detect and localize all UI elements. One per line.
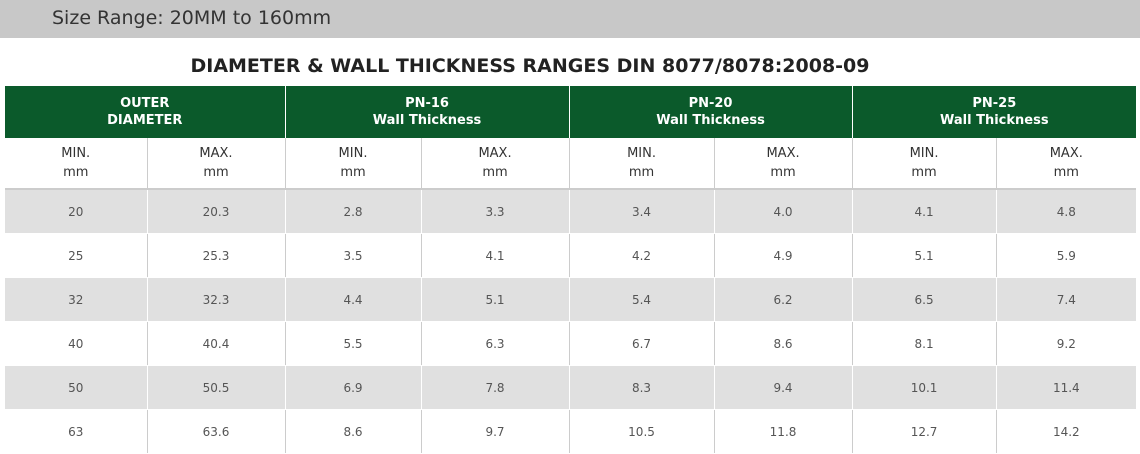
header-line: MIN. <box>338 146 368 161</box>
table-cell: 11.4 <box>995 365 1137 410</box>
table-cell: 11.8 <box>713 409 853 454</box>
table-cell: 7.4 <box>995 277 1137 322</box>
table-row: 25 25.3 3.5 4.1 4.2 4.9 5.1 5.9 <box>5 233 1137 278</box>
column-header: MIN. mm <box>5 138 147 190</box>
table-cell: 4.2 <box>568 233 715 278</box>
table-cell: 3.4 <box>568 189 715 234</box>
table-cell: 8.1 <box>851 321 997 366</box>
header-line: MAX. <box>478 146 512 161</box>
table-cell: 10.5 <box>568 409 715 454</box>
table-cell: 40.4 <box>146 321 286 366</box>
header-line: OUTER <box>120 96 170 111</box>
header-line: PN-16 <box>405 96 449 111</box>
data-table: OUTER DIAMETER PN-16 Wall Thickness PN-20 Wal… <box>5 86 1137 454</box>
table-cell: 63.6 <box>146 409 286 454</box>
table-cell: 9.4 <box>713 365 853 410</box>
column-header: MIN. mm <box>851 138 997 190</box>
table-cell: 6.3 <box>420 321 570 366</box>
header-line: MAX. <box>766 146 800 161</box>
group-header-row: OUTER DIAMETER PN-16 Wall Thickness PN-20 Wal… <box>5 86 1137 138</box>
table-cell: 12.7 <box>851 409 997 454</box>
header-text: Size Range: 20MM to 160mm <box>52 7 332 29</box>
column-header: MAX. mm <box>146 138 286 190</box>
header-bar: Size Range: 20MM to 160mm <box>0 0 1140 38</box>
table-cell: 5.9 <box>995 233 1137 278</box>
table-cell: 63 <box>5 409 147 454</box>
table-cell: 5.5 <box>284 321 422 366</box>
group-header: PN-20 Wall Thickness <box>568 86 853 138</box>
table-cell: 4.8 <box>995 189 1137 234</box>
header-line: Wall Thickness <box>372 113 482 128</box>
header-line: Wall Thickness <box>656 113 765 128</box>
table-cell: 8.3 <box>568 365 715 410</box>
header-line: MAX. <box>1049 146 1083 161</box>
table-row: 40 40.4 5.5 6.3 6.7 8.6 8.1 9.2 <box>5 321 1137 366</box>
table-cell: 5.1 <box>851 233 997 278</box>
table-cell: 32.3 <box>146 277 286 322</box>
header-line: MIN. <box>909 146 939 161</box>
table-cell: 32 <box>5 277 147 322</box>
table-cell: 4.9 <box>713 233 853 278</box>
table-cell: 4.0 <box>713 189 853 234</box>
header-line: MAX. <box>199 146 233 161</box>
table-cell: 20.3 <box>146 189 286 234</box>
sub-header-row: MIN. mm MAX. mm MIN. mm MAX. mm MIN. mm MAX. mm MIN.… <box>5 138 1137 190</box>
header-line: PN-20 <box>688 96 733 111</box>
table-cell: 6.9 <box>284 365 422 410</box>
table-cell: 3.3 <box>420 189 570 234</box>
column-header: MAX. mm <box>995 138 1137 190</box>
group-header: PN-25 Wall Thickness <box>851 86 1137 138</box>
table-cell: 8.6 <box>284 409 422 454</box>
table-cell: 7.8 <box>420 365 570 410</box>
table-cell: 4.1 <box>851 189 997 234</box>
table-cell: 6.2 <box>713 277 853 322</box>
header-line: MIN. <box>627 146 656 161</box>
table-cell: 4.4 <box>284 277 422 322</box>
header-line: mm <box>63 165 89 180</box>
table-cell: 20 <box>5 189 147 234</box>
table-cell: 25 <box>5 233 147 278</box>
header-line: mm <box>482 165 508 180</box>
table-cell: 50 <box>5 365 147 410</box>
table-body: 20 20.3 2.8 3.3 3.4 4.0 4.1 4.8 25 25.3 3.5 4.1 4.2 4… <box>5 189 1137 454</box>
header-line: mm <box>1053 165 1079 180</box>
header-line: mm <box>770 165 796 180</box>
header-line: mm <box>628 165 655 180</box>
table-cell: 5.1 <box>420 277 570 322</box>
table-row: 20 20.3 2.8 3.3 3.4 4.0 4.1 4.8 <box>5 189 1137 234</box>
table-cell: 6.5 <box>851 277 997 322</box>
table-cell: 4.1 <box>420 233 570 278</box>
header-line: DIAMETER <box>107 113 183 128</box>
table-cell: 8.6 <box>713 321 853 366</box>
group-header: OUTER DIAMETER <box>5 86 286 138</box>
table-row: 63 63.6 8.6 9.7 10.5 11.8 12.7 14.2 <box>5 409 1137 454</box>
table-cell: 9.2 <box>995 321 1137 366</box>
group-header: PN-16 Wall Thickness <box>284 86 570 138</box>
table-row: 50 50.5 6.9 7.8 8.3 9.4 10.1 11.4 <box>5 365 1137 410</box>
header-line: MIN. <box>61 146 91 161</box>
table-cell: 10.1 <box>851 365 997 410</box>
column-header: MAX. mm <box>713 138 853 190</box>
table-cell: 2.8 <box>284 189 422 234</box>
table-cell: 14.2 <box>995 409 1137 454</box>
column-header: MAX. mm <box>420 138 570 190</box>
table-title: DIAMETER & WALL THICKNESS RANGES DIN 807… <box>190 55 870 77</box>
header-line: mm <box>340 165 366 180</box>
column-header: MIN. mm <box>284 138 422 190</box>
table-cell: 40 <box>5 321 147 366</box>
table-cell: 3.5 <box>284 233 422 278</box>
column-header: MIN. mm <box>568 138 715 190</box>
header-line: mm <box>911 165 937 180</box>
table-cell: 5.4 <box>568 277 715 322</box>
table-cell: 6.7 <box>568 321 715 366</box>
header-line: Wall Thickness <box>940 113 1049 128</box>
header-line: PN-25 <box>972 96 1017 111</box>
table-cell: 25.3 <box>146 233 286 278</box>
header-line: mm <box>203 165 229 180</box>
table-row: 32 32.3 4.4 5.1 5.4 6.2 6.5 7.4 <box>5 277 1137 322</box>
table-cell: 9.7 <box>420 409 570 454</box>
table-cell: 50.5 <box>146 365 286 410</box>
